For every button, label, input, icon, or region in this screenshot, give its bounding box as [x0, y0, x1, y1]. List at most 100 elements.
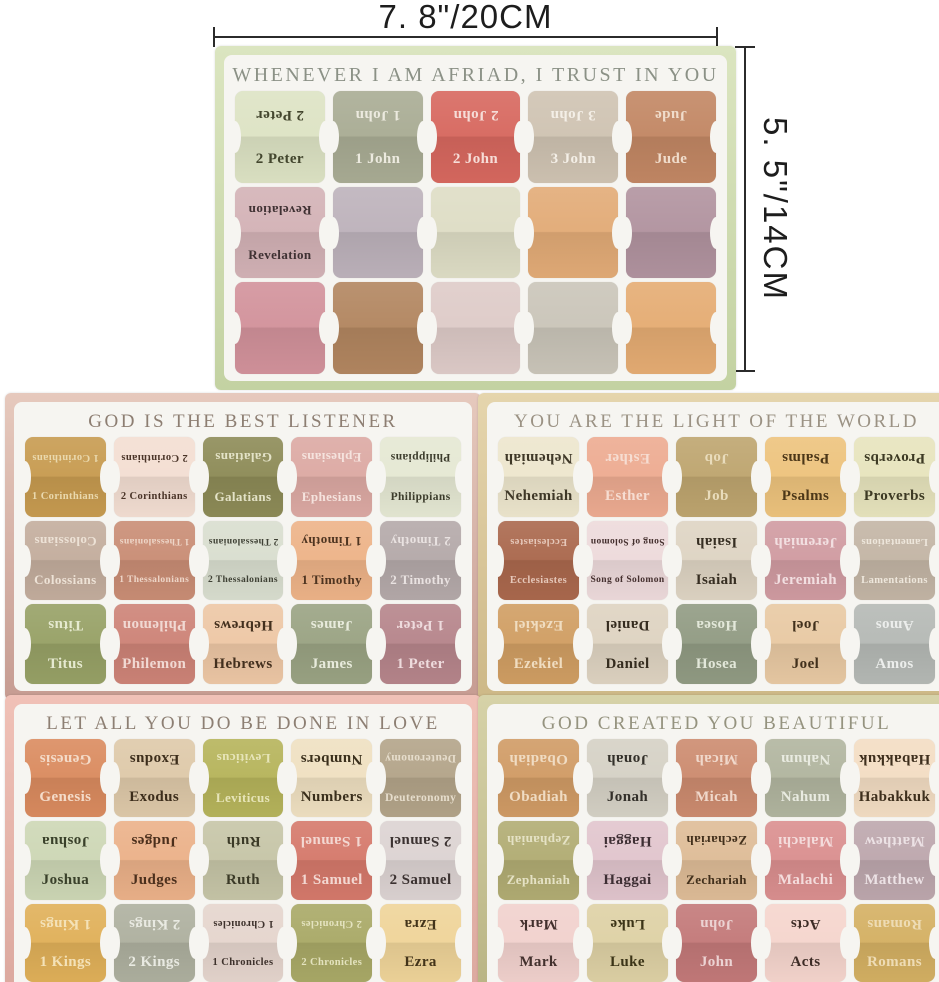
tab-label-top: Revelation: [248, 202, 312, 218]
tab-label-bot: Jonah: [606, 789, 649, 806]
tab-label-bot: 1 Timothy: [301, 572, 363, 588]
bible-tab-nahum: Nahum Nahum: [765, 739, 846, 818]
sticker-sheet-wisdom-prophets: YOU ARE THE LIGHT OF THE WORLD Nehemiah N…: [478, 393, 939, 700]
tab-label-top: Leviticus: [215, 751, 271, 767]
tab-row: Zephaniah Zephaniah Haggai Haggai Zechariah Z…: [498, 821, 935, 900]
tab-label-top: Colossians: [34, 533, 97, 549]
bible-tab-esther: Esther Esther: [587, 437, 668, 517]
tab-label-bot: Song of Solomon: [590, 575, 665, 586]
tab-label-top: Hebrews: [213, 616, 273, 633]
tab-label-top: Galatians: [214, 449, 272, 465]
tab-rows: Genesis Genesis Exodus Exodus Leviticus Levit…: [22, 739, 464, 982]
bible-tab-amos: Amos Amos: [854, 604, 935, 685]
tab-row: Genesis Genesis Exodus Exodus Leviticus Levit…: [25, 739, 461, 818]
bible-tab-romans: Romans Romans: [854, 903, 935, 982]
bible-tab-2-kings: 2 Kings 2 Kings: [113, 903, 195, 982]
tab-label-bot: Ruth: [225, 871, 261, 888]
sheet-paper: GOD IS THE BEST LISTENER 1 Corinthians 1 …: [14, 402, 472, 691]
tab-label-top: James: [310, 616, 353, 633]
tab-label-bot: 2 Peter: [255, 151, 304, 168]
bible-tab-joel: Joel Joel: [765, 604, 846, 685]
tab-label-top: Nehemiah: [504, 449, 573, 466]
tab-label-top: Joshua: [41, 833, 90, 850]
height-dimension-arrow: [735, 46, 755, 372]
sheet-title: WHENEVER I AM AFRIAD, I TRUST IN YOU: [232, 64, 719, 86]
tab-label-top: Proverbs: [863, 449, 926, 466]
height-dimension-annotation: 5. 5"/14CM: [735, 46, 794, 372]
tab-label-bot: 2 Chronicles: [301, 956, 363, 968]
tab-label-top: Philippians: [390, 450, 451, 463]
tab-label-bot: Titus: [47, 655, 83, 672]
tab-label-bot: Ezekiel: [513, 655, 564, 672]
bible-tab-proverbs: Proverbs Proverbs: [854, 437, 935, 517]
tab-row: Joshua Joshua Judges Judges Ruth Ruth 1 Samuel…: [25, 821, 461, 900]
blank-tab: [332, 282, 423, 375]
tab-label-top: 3 John: [550, 106, 596, 123]
tab-label-top: Genesis: [39, 751, 92, 768]
tab-row: Ecclesiastes Ecclesiastes Song of Solomon S…: [498, 520, 935, 601]
height-dimension-label: 5. 5"/14CM: [757, 117, 794, 301]
bible-tab-2-timothy: 2 Timothy 2 Timothy: [380, 520, 461, 601]
tab-label-bot: Job: [704, 488, 729, 505]
bible-tab-ezra: Ezra Ezra: [380, 903, 461, 982]
tab-label-top: Obadiah: [509, 751, 568, 768]
bible-tab-nehemiah: Nehemiah Nehemiah: [498, 437, 579, 517]
bible-tab-galatians: Galatians Galatians: [202, 437, 284, 517]
tab-label-top: Ephesians: [301, 449, 362, 465]
tab-label-bot: 1 Chronicles: [212, 956, 274, 968]
tab-label-bot: Malachi: [777, 871, 834, 888]
tab-label-bot: 2 Timothy: [390, 572, 451, 588]
bible-tab-philippians: Philippians Philippians: [380, 437, 461, 517]
tab-label-top: Amos: [875, 616, 914, 633]
bible-tab-isaiah: Isaiah Isaiah: [676, 520, 757, 601]
bible-tab-jonah: Jonah Jonah: [587, 739, 668, 818]
bible-tab-titus: Titus Titus: [25, 604, 106, 685]
tab-label-top: Zephaniah: [506, 833, 571, 849]
tab-label-top: Luke: [610, 915, 645, 932]
tab-label-top: Numbers: [300, 751, 363, 768]
width-dimension-arrow: [213, 27, 718, 47]
tab-label-bot: Ephesians: [301, 488, 362, 504]
sheet-title: GOD CREATED YOU BEAUTIFUL: [541, 713, 892, 734]
tab-label-bot: 2 John: [452, 151, 499, 168]
tab-label-top: Titus: [47, 616, 83, 633]
tab-label-top: Jonah: [606, 751, 649, 768]
blank-tab: [235, 282, 325, 375]
bible-tab-hebrews: Hebrews Hebrews: [202, 604, 284, 685]
bible-tab-song-of-solomon: Song of Solomon Song of Solomon: [587, 520, 668, 601]
tab-row: [235, 282, 716, 375]
bible-tab-numbers: Numbers Numbers: [291, 739, 373, 818]
bible-tab-matthew: Matthew Matthew: [854, 821, 935, 900]
tab-label-bot: Hosea: [695, 655, 738, 672]
tab-label-bot: Numbers: [300, 789, 363, 806]
tab-label-top: 1 Corinthians: [32, 451, 99, 463]
tab-label-top: Ruth: [225, 833, 261, 850]
tab-row: 2 Peter 2 Peter 1 John 1 John 2 John 2 John 3 …: [235, 91, 716, 183]
tab-label-top: Ezra: [404, 915, 437, 932]
tab-label-bot: Ecclesiastes: [509, 574, 568, 586]
bible-tab-acts: Acts Acts: [765, 903, 846, 982]
tab-label-top: 2 Chronicles: [301, 917, 363, 929]
bible-tab-hosea: Hosea Hosea: [676, 604, 757, 685]
bible-tab-1-samuel: 1 Samuel 1 Samuel: [291, 821, 373, 900]
bible-tab-mark: Mark Mark: [498, 903, 579, 982]
sticker-sheet-pentateuch-history: LET ALL YOU DO BE DONE IN LOVE Genesis Ge…: [5, 695, 481, 982]
tab-label-top: John: [699, 915, 734, 932]
tab-label-bot: Matthew: [864, 871, 925, 888]
tab-label-bot: Genesis: [39, 789, 92, 806]
blank-tab: [528, 186, 619, 279]
blank-tab: [626, 186, 716, 279]
blank-tab: [430, 186, 521, 279]
tab-label-bot: Jude: [654, 151, 688, 168]
tab-label-bot: Haggai: [603, 871, 652, 888]
tab-label-top: Romans: [867, 915, 922, 932]
bible-tab-leviticus: Leviticus Leviticus: [202, 739, 284, 818]
tab-label-bot: Colossians: [34, 572, 97, 588]
tab-label-bot: Mark: [519, 953, 558, 970]
tab-label-top: 1 Peter: [396, 616, 445, 633]
tab-label-bot: Acts: [790, 953, 821, 970]
bible-tab-lamentations: Lamentations Lamentations: [854, 520, 935, 601]
blank-tab: [626, 282, 716, 375]
tab-label-bot: Zechariah: [686, 872, 747, 888]
tab-label-bot: Luke: [610, 953, 645, 970]
